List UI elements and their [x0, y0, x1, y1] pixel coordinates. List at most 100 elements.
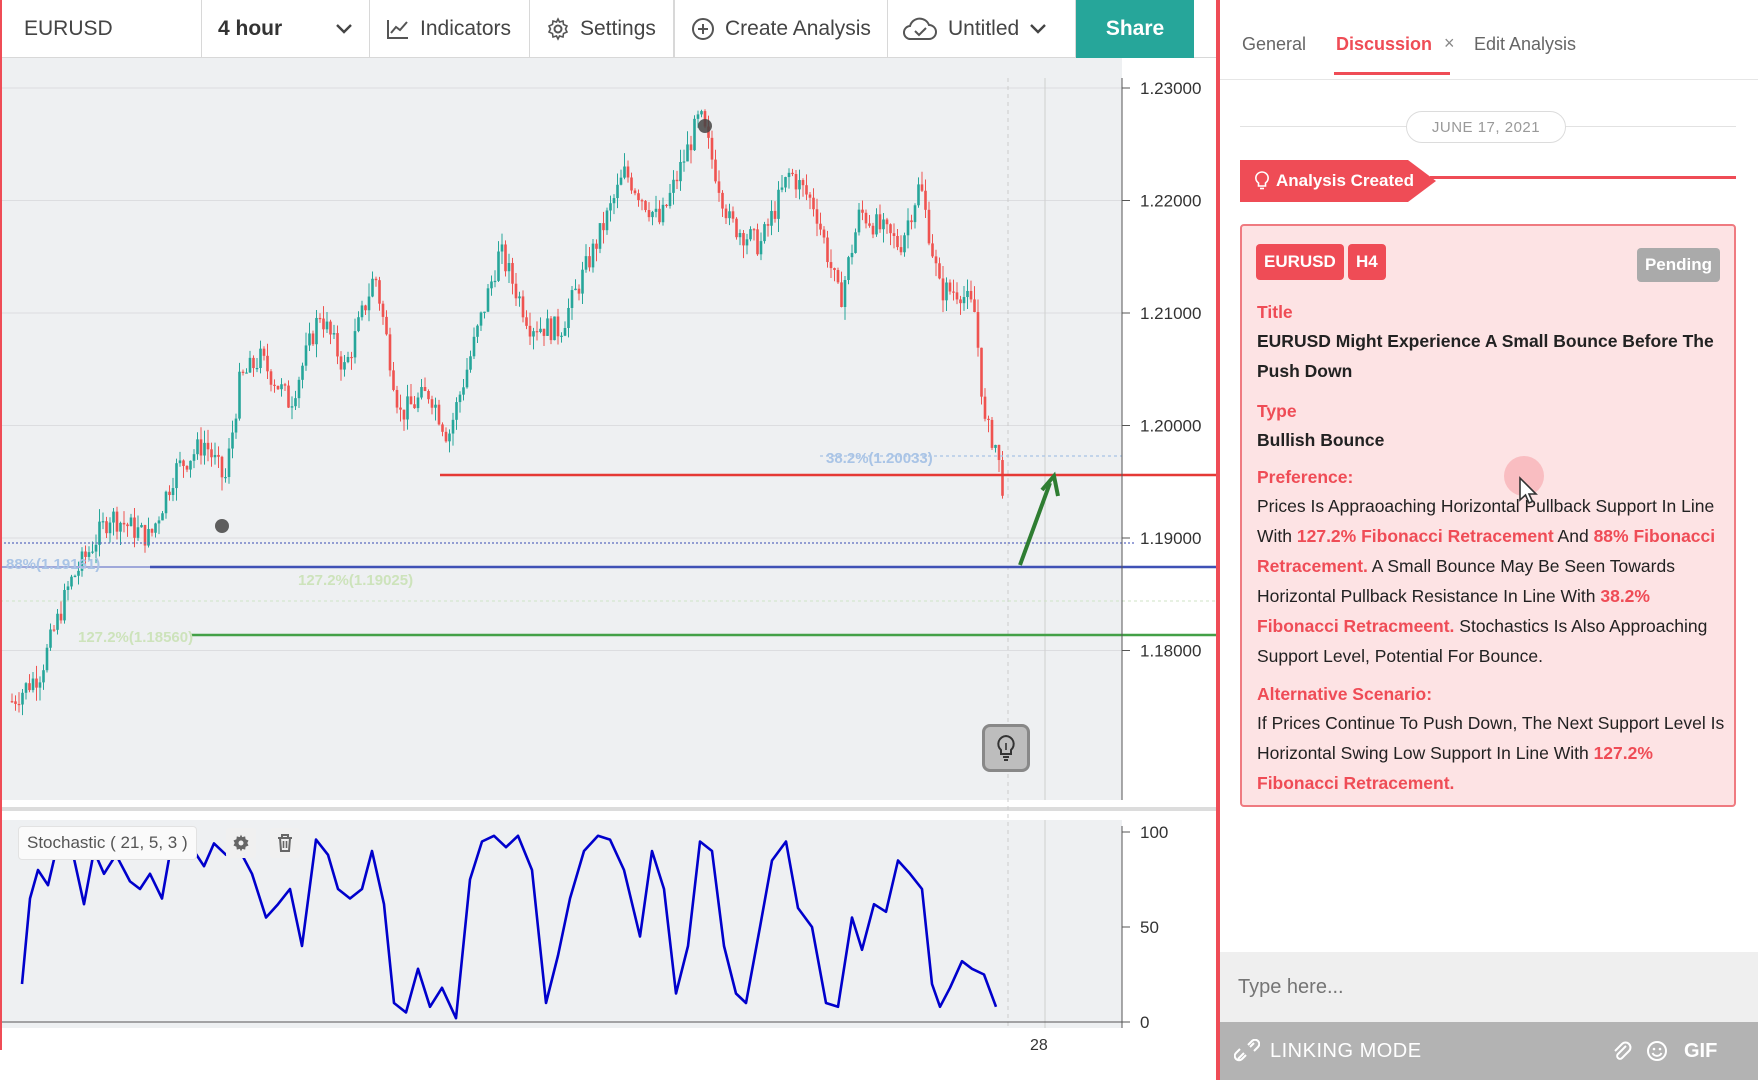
- symbol-search[interactable]: EURUSD: [0, 0, 202, 58]
- stochastic-settings-button[interactable]: [226, 828, 256, 858]
- tab-general[interactable]: General: [1242, 34, 1307, 54]
- candle-body: [836, 270, 840, 283]
- title-label: Title: [1257, 302, 1293, 322]
- fib-level-label: 88%(1.19161): [6, 556, 100, 573]
- candle-body: [157, 520, 161, 524]
- create-analysis-button[interactable]: Create Analysis: [674, 0, 888, 58]
- tab-edit-analysis[interactable]: Edit Analysis: [1474, 34, 1577, 54]
- candle-body: [591, 243, 595, 268]
- candle-body: [612, 198, 616, 204]
- price-chart[interactable]: 38.2%(1.20033) 88%(1.19161) 127.2%(1.19025…: [0, 58, 1216, 1050]
- candle-body: [654, 208, 658, 212]
- candle-body: [623, 166, 626, 178]
- chart-pane-bg: [0, 58, 1122, 800]
- candle-body: [87, 552, 91, 557]
- settings-button[interactable]: Settings: [530, 0, 674, 58]
- candle-body: [700, 111, 703, 115]
- candle-body: [857, 209, 861, 233]
- candle-body: [483, 311, 486, 313]
- analysis-created-label: Analysis Created: [1254, 160, 1414, 202]
- linking-mode-label[interactable]: LINKING MODE: [1270, 1039, 1422, 1062]
- candle-body: [553, 316, 556, 341]
- alternative-text: If Prices Continue To Push Down, The Nex…: [1257, 713, 1725, 793]
- candle-body: [546, 318, 549, 336]
- candle-body: [525, 317, 528, 326]
- candle-body: [465, 369, 469, 388]
- candle-body: [248, 357, 252, 373]
- candle-body: [80, 551, 84, 571]
- candle-body: [773, 210, 777, 219]
- candle-body: [770, 210, 773, 226]
- candle-body: [913, 205, 917, 223]
- candle-body: [252, 357, 255, 369]
- candle-body: [140, 525, 143, 528]
- close-tab-icon[interactable]: ×: [1444, 33, 1455, 53]
- candle-body: [679, 161, 682, 182]
- chevron-down-icon: [336, 24, 352, 34]
- emoji-icon[interactable]: [1646, 1022, 1668, 1080]
- analysis-created-line: [1430, 176, 1736, 179]
- candle-body: [563, 328, 567, 336]
- candle-body: [990, 419, 994, 448]
- tab-discussion[interactable]: Discussion: [1336, 34, 1433, 54]
- candle-body: [430, 399, 434, 408]
- save-layout-dropdown[interactable]: Untitled: [888, 0, 1076, 58]
- candle-body: [238, 371, 241, 419]
- candle-body: [178, 460, 182, 464]
- candle-body: [416, 397, 420, 409]
- candle-body: [560, 335, 563, 337]
- chart-app: EURUSD 4 hour Indicators Settings Create…: [0, 0, 1220, 1050]
- candle-body: [521, 296, 525, 318]
- candle-body: [574, 288, 577, 291]
- candle-body: [766, 224, 770, 226]
- candle-body: [262, 348, 266, 356]
- candle-body: [647, 210, 651, 218]
- candle-body: [717, 181, 721, 193]
- candle-body: [227, 448, 231, 478]
- candle-body: [661, 204, 665, 223]
- fib-level-label: 127.2%(1.19025): [298, 572, 413, 589]
- candle-body: [931, 243, 934, 257]
- candle-body: [31, 678, 35, 691]
- price-tick-label: 1.18000: [1140, 642, 1201, 661]
- candle-body: [910, 220, 913, 223]
- share-button[interactable]: Share: [1076, 0, 1194, 58]
- candle-body: [626, 166, 630, 178]
- candle-body: [710, 137, 714, 160]
- candle-body: [269, 371, 273, 385]
- candle-body: [388, 334, 392, 371]
- candle-body: [504, 244, 507, 272]
- gif-button[interactable]: GIF: [1684, 1039, 1718, 1062]
- candle-body: [35, 678, 38, 688]
- panel-divider[interactable]: [1216, 0, 1220, 1080]
- candle-body: [756, 229, 759, 255]
- analysis-created-flag: [1240, 160, 1436, 202]
- link-icon[interactable]: [1234, 1039, 1260, 1063]
- candle-body: [948, 282, 952, 292]
- candle-body: [875, 214, 878, 235]
- candle-body: [784, 177, 787, 188]
- candle-body: [304, 345, 308, 366]
- candle-body: [119, 522, 122, 532]
- candle-body: [378, 280, 381, 304]
- interval-dropdown[interactable]: 4 hour: [202, 0, 370, 58]
- candle-body: [108, 522, 112, 534]
- stochastic-legend[interactable]: Stochastic ( 21, 5, 3 ): [18, 826, 197, 860]
- preference-text: Prices Is Appraoaching Horizontal Pullba…: [1257, 496, 1716, 666]
- candle-body: [1001, 460, 1004, 496]
- indicators-button[interactable]: Indicators: [370, 0, 530, 58]
- date-pill: JUNE 17, 2021: [1406, 111, 1566, 143]
- candle-body: [777, 189, 780, 219]
- message-input[interactable]: [1238, 970, 1738, 1004]
- stochastic-delete-button[interactable]: [270, 828, 300, 858]
- candle-body: [49, 629, 52, 648]
- candle-body: [721, 192, 724, 209]
- candle-body: [381, 303, 385, 317]
- idea-marker-button[interactable]: [982, 724, 1030, 772]
- candle-body: [889, 224, 892, 234]
- candle-body: [742, 233, 745, 246]
- attachment-icon[interactable]: [1612, 1022, 1632, 1080]
- candle-body: [329, 321, 332, 335]
- candle-body: [570, 290, 574, 308]
- candle-body: [577, 288, 581, 294]
